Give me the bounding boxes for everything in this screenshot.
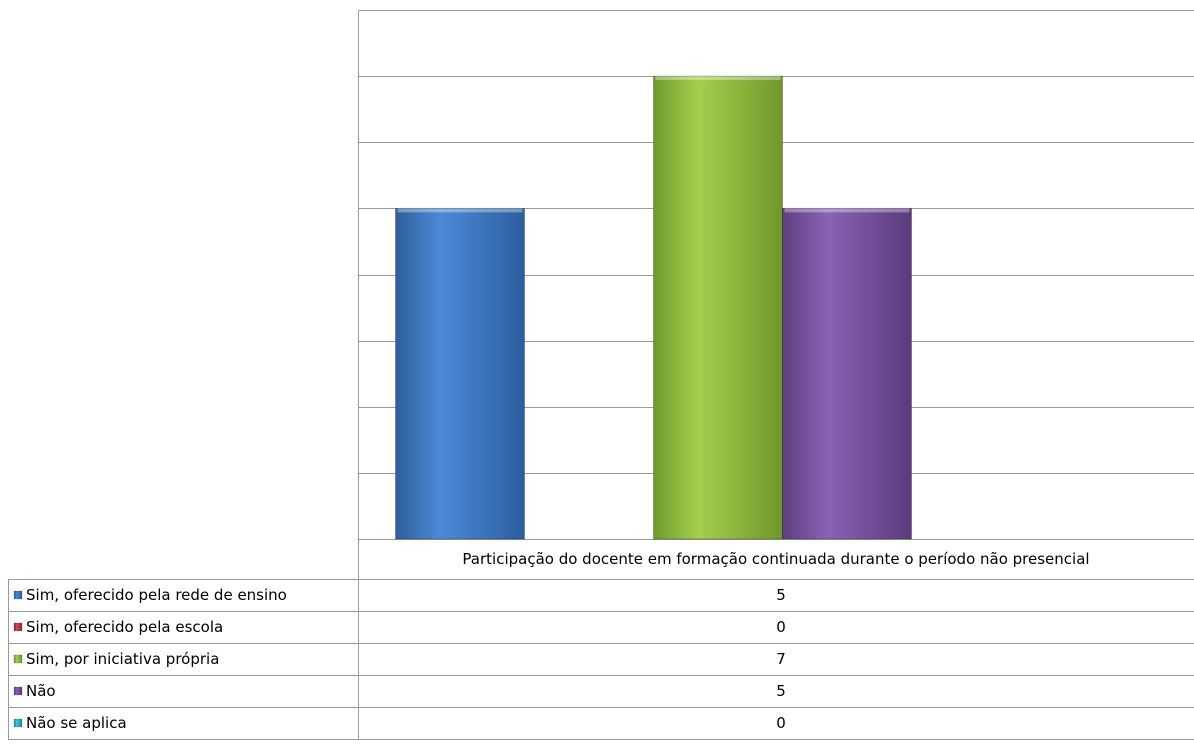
legend-swatch-4 — [13, 686, 23, 696]
bar-top-highlight — [397, 208, 523, 213]
legend-label-2: Sim, oferecido pela escola — [26, 618, 223, 636]
legend-swatch-2 — [13, 622, 23, 632]
bar-top-highlight — [784, 208, 910, 213]
bar-3 — [653, 75, 783, 540]
bar-4 — [782, 207, 912, 540]
data-value-2: 0 — [776, 618, 786, 636]
legend-swatch-5 — [13, 718, 23, 728]
data-value-4: 5 — [776, 682, 786, 700]
data-value-1: 5 — [776, 586, 786, 604]
legend-label-3: Sim, por iniciativa própria — [26, 650, 219, 668]
bars — [395, 75, 912, 540]
category-label: Participação do docente em formação cont… — [462, 550, 1089, 568]
data-value-3: 7 — [776, 650, 786, 668]
legend-label-4: Não — [26, 682, 56, 700]
data-table: Participação do docente em formação cont… — [8, 550, 1194, 740]
bar-top-highlight — [655, 76, 781, 81]
legend-label-5: Não se aplica — [26, 714, 127, 732]
bar-1 — [395, 207, 525, 540]
legend-label-1: Sim, oferecido pela rede de ensino — [26, 586, 287, 604]
legend-swatch-3 — [13, 654, 23, 664]
legend-swatch-1 — [13, 590, 23, 600]
data-value-5: 0 — [776, 714, 786, 732]
